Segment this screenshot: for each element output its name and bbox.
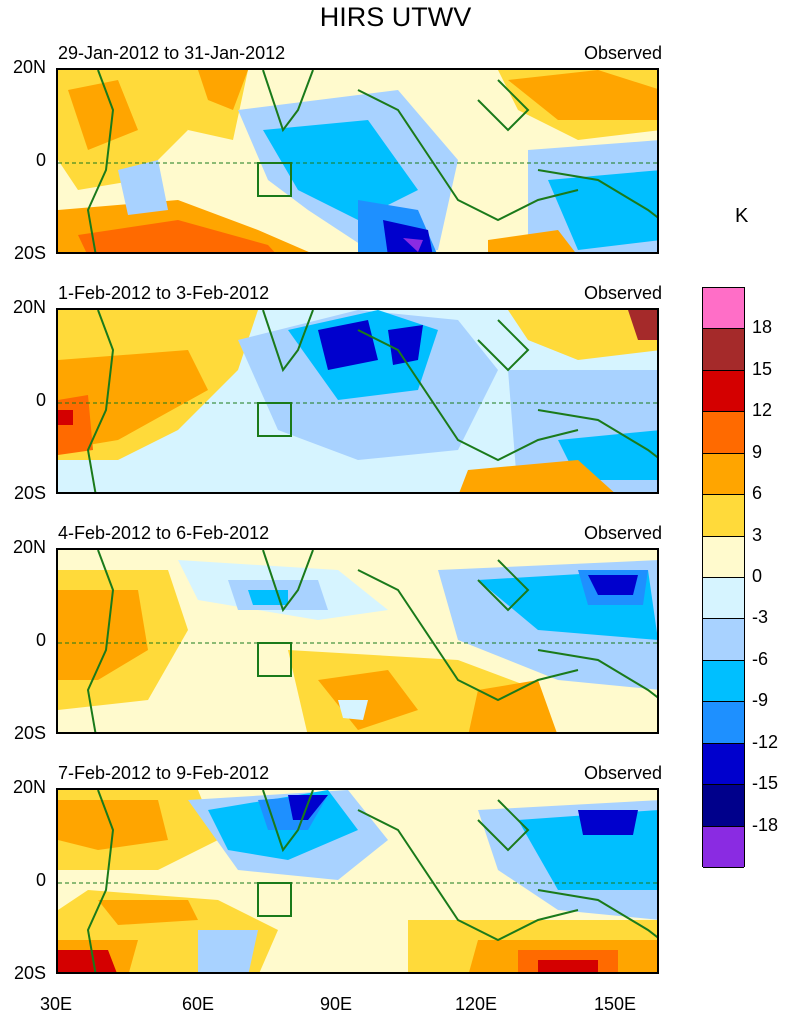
lat-label: 20N	[12, 777, 46, 797]
colorbar-box	[703, 370, 744, 413]
colorbar-box	[703, 619, 744, 661]
lon-label: 120E	[454, 994, 498, 1014]
unit-label: K	[735, 205, 749, 227]
lon-label: 90E	[319, 994, 353, 1014]
colorbar-box	[703, 660, 744, 703]
colorbar-box	[703, 743, 744, 786]
colorbar-tick-label: 0	[752, 566, 763, 586]
figure-title: HIRS UTWV	[319, 2, 472, 32]
colorbar-box	[703, 826, 744, 868]
panel-label: Observed	[583, 283, 662, 303]
lat-label: 0	[35, 870, 46, 890]
lat-label: 0	[35, 630, 46, 650]
colorbar-box	[703, 536, 744, 578]
map-panel-3: 4-Feb-2012 to 6-Feb-2012 Observed	[56, 523, 662, 734]
lat-label: 20N	[12, 537, 46, 557]
colorbar-box	[703, 495, 744, 537]
colorbar-box	[703, 702, 744, 744]
colorbar-box	[703, 329, 744, 371]
colorbar-tick-label: 15	[752, 358, 773, 379]
anomaly-map	[56, 68, 659, 254]
colorbar-tick-label: -6	[752, 648, 769, 669]
anomaly-map	[56, 788, 659, 974]
anomaly-map	[56, 548, 659, 734]
colorbar-tick-label: 6	[752, 483, 763, 504]
colorbar-tick-label: 3	[752, 524, 763, 545]
lat-label: 20N	[12, 57, 46, 77]
colorbar	[702, 287, 745, 868]
map-panel-4: 7-Feb-2012 to 9-Feb-2012 Observed	[56, 763, 662, 974]
colorbar-tick-label: -9	[752, 690, 769, 711]
panel-label: Observed	[583, 763, 662, 783]
panel-label: Observed	[583, 43, 662, 63]
anomaly-map	[56, 308, 659, 494]
lat-label: 20N	[12, 297, 46, 317]
colorbar-box	[703, 412, 744, 454]
colorbar-box	[703, 288, 744, 330]
colorbar-tick-label: -18	[752, 814, 779, 835]
lat-label: 0	[35, 150, 46, 170]
lat-label: 20S	[13, 963, 46, 983]
colorbar-box	[703, 453, 744, 496]
map-panel-2: 1-Feb-2012 to 3-Feb-2012 Observed	[56, 283, 662, 494]
colorbar-tick-label: -12	[752, 731, 779, 752]
colorbar-tick-label: 9	[752, 441, 763, 462]
colorbar-tick-label: -15	[752, 773, 779, 794]
panel-date: 4-Feb-2012 to 6-Feb-2012	[58, 523, 270, 543]
panel-label: Observed	[583, 523, 662, 543]
lon-label: 30E	[39, 994, 73, 1014]
lat-label: 20S	[13, 483, 46, 503]
panel-date: 7-Feb-2012 to 9-Feb-2012	[58, 763, 270, 783]
colorbar-box	[703, 785, 744, 827]
panel-date: 1-Feb-2012 to 3-Feb-2012	[58, 283, 270, 303]
lat-label: 20S	[13, 723, 46, 743]
colorbar-box	[703, 578, 744, 620]
colorbar-tick-label: 12	[752, 400, 773, 421]
map-panel-1: 29-Jan-2012 to 31-Jan-2012 Observed	[56, 43, 662, 254]
colorbar-tick-label: 18	[752, 317, 773, 338]
panel-date: 29-Jan-2012 to 31-Jan-2012	[58, 43, 286, 63]
lon-label: 60E	[181, 994, 215, 1014]
lon-label: 150E	[593, 994, 637, 1014]
lat-label: 20S	[13, 243, 46, 263]
lat-label: 0	[35, 390, 46, 410]
colorbar-tick-label: -3	[752, 607, 769, 628]
